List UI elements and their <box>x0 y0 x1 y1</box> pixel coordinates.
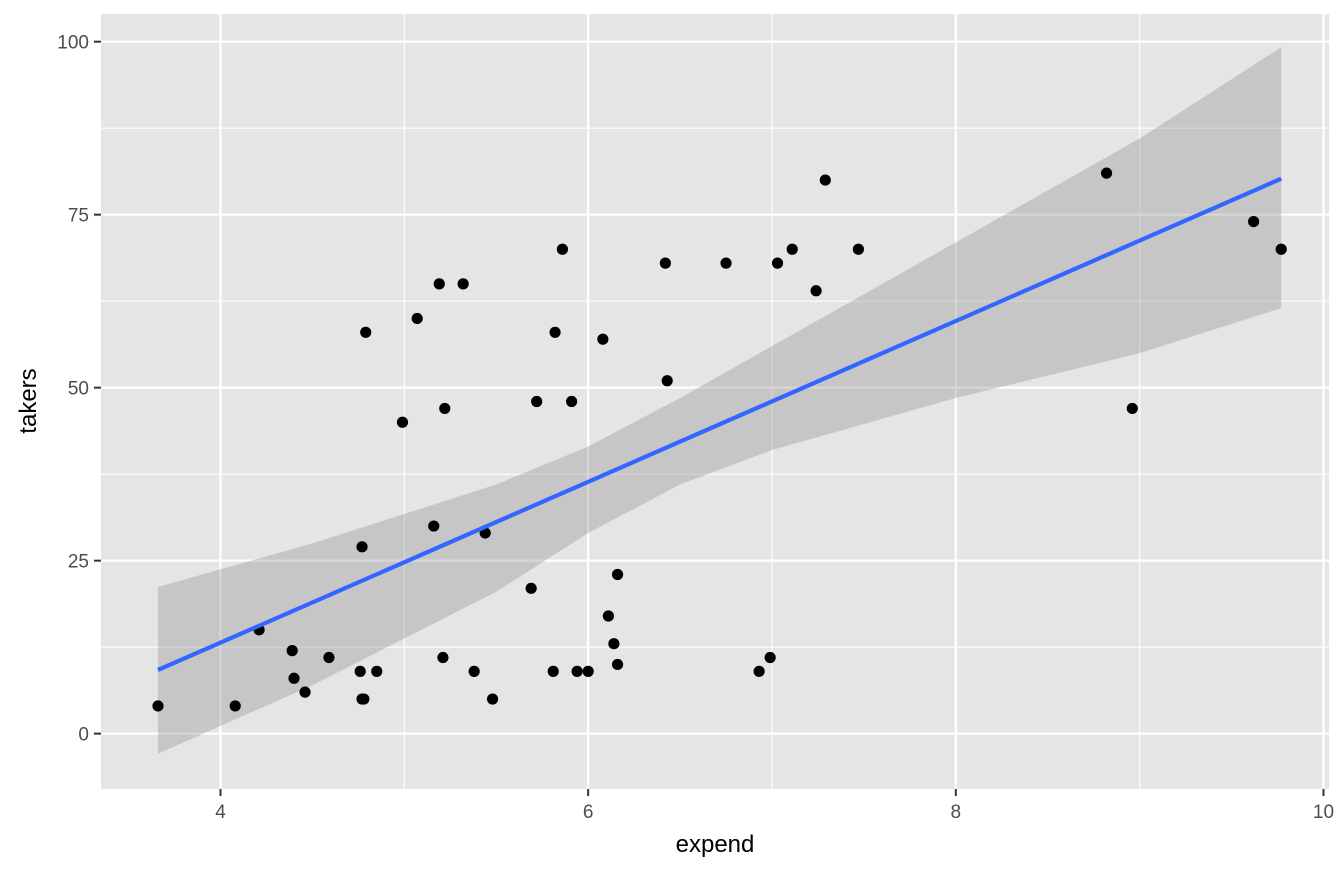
data-point <box>437 651 449 664</box>
fit-line-layer <box>157 176 1283 672</box>
data-point <box>1248 215 1260 228</box>
data-point <box>439 402 451 415</box>
data-point <box>556 243 569 255</box>
data-point <box>286 645 298 657</box>
y-tick-label: 0 <box>78 725 89 746</box>
data-point <box>549 326 561 338</box>
data-point <box>582 665 594 677</box>
data-point <box>1126 402 1138 415</box>
data-point <box>852 243 864 255</box>
x-tick-label: 10 <box>1313 802 1334 823</box>
confidence-band-layer <box>157 47 1282 754</box>
y-tick-label: 75 <box>68 206 89 227</box>
y-axis-ticks: 0 25 50 75 100 <box>57 33 101 746</box>
data-point <box>611 658 624 671</box>
points-layer <box>152 167 1287 712</box>
data-point <box>810 285 822 297</box>
data-point <box>764 651 776 664</box>
x-axis-title: expend <box>676 831 755 858</box>
data-point <box>753 665 765 677</box>
data-point <box>433 278 445 290</box>
data-point <box>547 665 559 677</box>
x-tick-label: 6 <box>583 802 594 823</box>
data-point <box>299 686 311 698</box>
data-point <box>571 665 583 677</box>
data-point <box>229 700 241 712</box>
fit-line <box>157 176 1283 672</box>
y-tick-label: 50 <box>68 379 89 400</box>
data-point <box>356 541 368 553</box>
y-tick-label: 25 <box>68 552 89 573</box>
data-point <box>819 174 831 186</box>
data-point <box>525 582 537 594</box>
y-axis-title: takers <box>15 368 42 433</box>
data-point <box>611 568 624 581</box>
data-point <box>602 610 614 622</box>
data-point <box>597 333 609 345</box>
data-point <box>786 243 798 255</box>
data-point <box>457 278 469 290</box>
data-point <box>531 395 543 408</box>
data-point <box>566 395 578 408</box>
y-tick-label: 100 <box>57 33 89 54</box>
data-point <box>360 326 372 338</box>
x-axis-ticks: 4 6 8 10 <box>215 789 1334 823</box>
data-point <box>1275 243 1287 255</box>
data-point <box>288 672 300 684</box>
data-point <box>771 257 784 269</box>
data-point <box>659 257 671 269</box>
data-point <box>720 257 732 269</box>
data-point <box>661 375 673 387</box>
data-point <box>468 665 480 677</box>
data-point <box>354 665 366 677</box>
data-point <box>371 665 383 677</box>
x-tick-label: 8 <box>951 802 962 823</box>
data-point <box>411 312 423 325</box>
confidence-band <box>157 47 1282 754</box>
data-point <box>1100 167 1113 179</box>
plot-panel <box>101 14 1329 789</box>
data-point <box>323 651 335 664</box>
major-gridlines <box>101 14 1329 789</box>
data-point <box>358 693 370 705</box>
data-point <box>428 520 440 532</box>
x-tick-label: 4 <box>215 802 226 823</box>
data-point <box>608 638 620 650</box>
data-point <box>152 700 164 712</box>
data-point <box>396 416 409 428</box>
data-point <box>486 693 499 705</box>
